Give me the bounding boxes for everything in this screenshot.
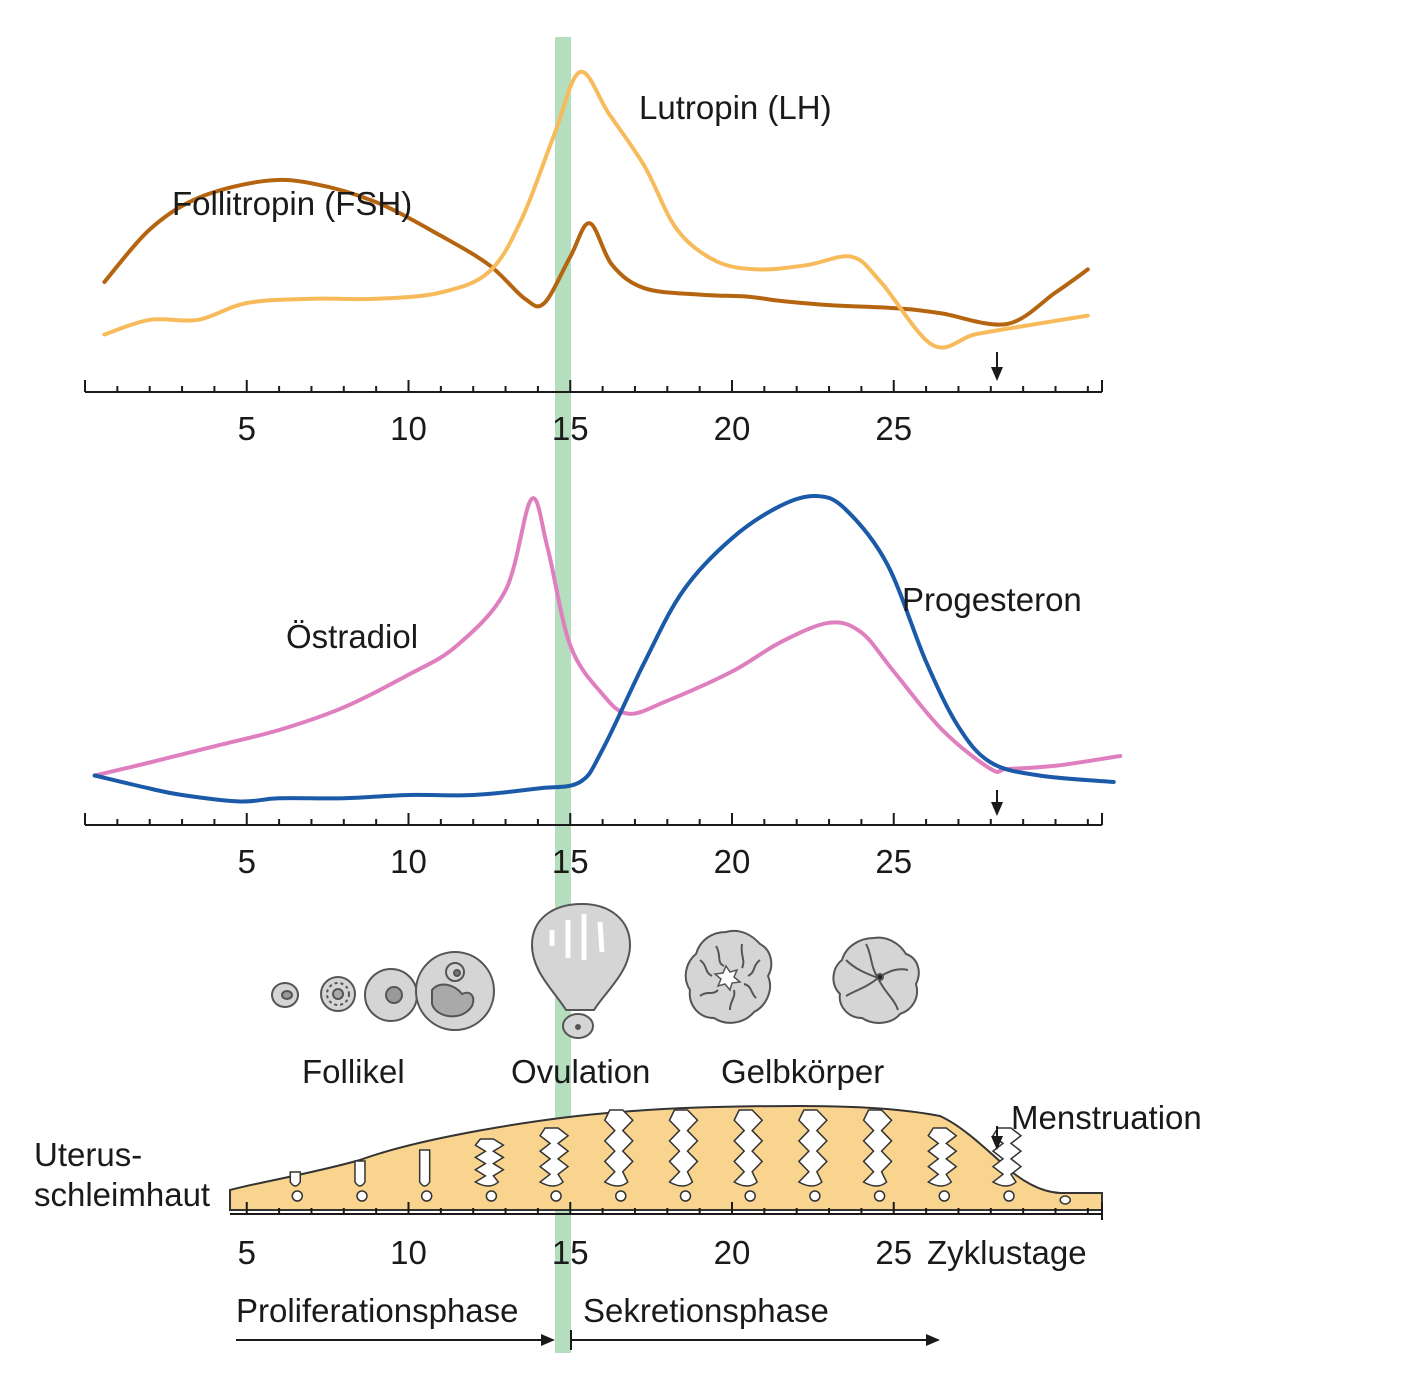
corpus-luteum-icon: [684, 929, 773, 1024]
tick-label: 20: [714, 410, 751, 447]
cycle-day-axis-ticks: 5 10 15 20 25: [238, 1234, 913, 1271]
follicle-label: Follikel: [302, 1053, 405, 1090]
gland-base: [420, 1190, 433, 1202]
endometrial-gland: [354, 1160, 366, 1187]
corpus-albicans-icon: [832, 936, 920, 1024]
ovulation-follicle-icon: [530, 902, 632, 1039]
tick-label: 15: [552, 410, 589, 447]
follicle-icon: [320, 976, 356, 1012]
lh-label: Lutropin (LH): [639, 89, 832, 126]
tick-label: 5: [238, 1234, 256, 1271]
follicle-icon: [415, 951, 495, 1031]
endometrial-gland: [862, 1109, 893, 1187]
endometrial-gland: [473, 1138, 505, 1187]
gonadotropin-menstruation-arrow: [991, 352, 1003, 381]
gland-base: [615, 1190, 627, 1202]
tick-label: 25: [875, 410, 912, 447]
gonadotropin-axis: [84, 380, 1103, 393]
endometrial-gland: [538, 1127, 570, 1187]
gland-base: [744, 1190, 756, 1202]
ovulation-label: Ovulation: [511, 1053, 650, 1090]
gland-base: [873, 1190, 886, 1202]
tick-label: 10: [390, 410, 427, 447]
ovarian-structures: Follikel Ovulation Gelbkörper: [271, 902, 920, 1090]
steroid-menstruation-arrow: [991, 790, 1003, 816]
estradiol-label: Östradiol: [286, 618, 418, 655]
steroid-axis: [84, 813, 1103, 826]
menstruation-label: Menstruation: [1011, 1099, 1202, 1136]
gland-base: [485, 1190, 498, 1202]
fsh-curve: [102, 177, 1090, 327]
tick-label: 25: [875, 843, 912, 880]
tick-label: 25: [875, 1234, 912, 1271]
progesterone-label: Progesteron: [902, 581, 1082, 618]
steroid-panel: 5 10 15 20 25 Östradiol Progesteron: [84, 493, 1123, 880]
endometrial-gland: [603, 1109, 634, 1187]
phase-arrows: Proliferationsphase Sekretionsphase: [236, 1292, 940, 1350]
fsh-label: Follitropin (FSH): [172, 185, 412, 222]
gland-base: [356, 1190, 368, 1202]
follicle-icon: [271, 982, 299, 1008]
tick-label: 15: [552, 1234, 589, 1271]
menstruation-arrow: [991, 1126, 1003, 1150]
gland-base: [1059, 1195, 1071, 1205]
endometrial-gland: [289, 1171, 302, 1187]
secretion-arrow: [570, 1330, 940, 1350]
gland-base: [679, 1190, 692, 1202]
endometrial-gland: [732, 1109, 764, 1187]
estradiol-curve: [92, 496, 1123, 778]
cycle-day-axis: [230, 1202, 1103, 1220]
gland-base: [291, 1190, 304, 1202]
cycle-days-label: Zyklustage: [927, 1234, 1087, 1271]
gland-base: [938, 1190, 951, 1202]
tick-label: 15: [552, 843, 589, 880]
corpus-luteum-label: Gelbkörper: [721, 1053, 884, 1090]
gonadotropin-panel: 5 10 15 20 25 Follitropin (FSH) Lutropin (LH…: [84, 69, 1103, 447]
progesterone-curve: [92, 493, 1116, 804]
steroid-axis-ticks: 5 10 15 20 25: [238, 843, 913, 880]
proliferation-phase-label: Proliferationsphase: [236, 1292, 519, 1329]
gland-base: [1003, 1190, 1015, 1202]
endometrial-gland: [797, 1109, 828, 1187]
endometrial-glands: [289, 1109, 1071, 1205]
tick-label: 5: [238, 410, 256, 447]
secretion-phase-label: Sekretionsphase: [583, 1292, 829, 1329]
uterus-label-line2: schleimhaut: [34, 1176, 210, 1213]
lh-curve: [102, 69, 1090, 350]
endometrial-gland: [418, 1149, 431, 1187]
gland-base: [809, 1190, 821, 1202]
uterus-label-line1: Uterus-: [34, 1136, 142, 1173]
gland-base: [550, 1190, 562, 1202]
endometrial-gland: [926, 1127, 958, 1187]
endometrium-panel: 5 10 15 20 25 Uterus- schleimhaut Menstruati…: [34, 1099, 1202, 1271]
endometrial-gland: [991, 1127, 1023, 1187]
tick-label: 20: [714, 843, 751, 880]
tick-label: 5: [238, 843, 256, 880]
endometrial-gland: [668, 1109, 699, 1187]
follicle-icon: [364, 968, 418, 1022]
proliferation-arrow: [236, 1334, 555, 1346]
tick-label: 10: [390, 1234, 427, 1271]
tick-label: 20: [714, 1234, 751, 1271]
tick-label: 10: [390, 843, 427, 880]
gonadotropin-axis-ticks: 5 10 15 20 25: [238, 410, 913, 447]
